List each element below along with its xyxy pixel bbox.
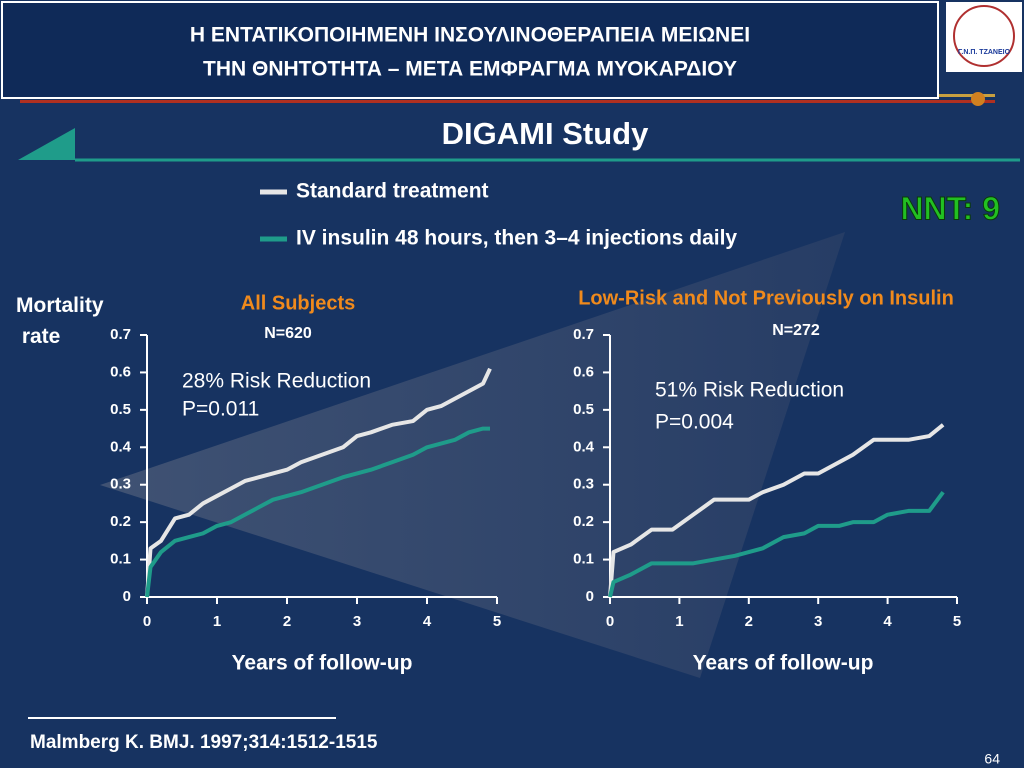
x-tick-label: 0 — [143, 613, 151, 630]
decor-triangle — [100, 232, 845, 678]
x-tick-label: 3 — [353, 613, 361, 630]
annotation: 28% Risk Reduction — [182, 370, 371, 393]
decor-dot — [971, 92, 985, 106]
y-tick-label: 0.5 — [573, 401, 594, 418]
y-tick-label: 0.7 — [110, 326, 131, 343]
annotation: 51% Risk Reduction — [655, 379, 844, 402]
citation: Malmberg K. BMJ. 1997;314:1512-1515 — [30, 732, 378, 753]
n-label: N=272 — [772, 322, 820, 339]
page-number: 64 — [984, 751, 1000, 767]
x-tick-label: 5 — [953, 613, 961, 630]
y-tick-label: 0 — [123, 588, 131, 605]
x-tick-label: 4 — [423, 613, 432, 630]
logo-text: Γ.Ν.Π. ΤΖΑΝΕΙΟ — [958, 49, 1011, 56]
series-line — [608, 423, 945, 598]
legend-label: Standard treatment — [296, 180, 489, 203]
x-tick-label: 2 — [745, 613, 753, 630]
study-title: DIGAMI Study — [442, 116, 649, 151]
x-tick-label: 1 — [213, 613, 221, 630]
x-tick-label: 4 — [883, 613, 892, 630]
y-tick-label: 0 — [586, 588, 594, 605]
x-tick-label: 0 — [606, 613, 614, 630]
y-tick-label: 0.1 — [110, 551, 131, 568]
x-tick-label: 2 — [283, 613, 291, 630]
y-tick-label: 0.6 — [110, 363, 131, 380]
y-tick-label: 0.2 — [110, 513, 131, 530]
series-line — [608, 491, 945, 598]
n-label: N=620 — [264, 325, 312, 342]
x-tick-label: 3 — [814, 613, 822, 630]
y-tick-label: 0.2 — [573, 513, 594, 530]
annotation: P=0.004 — [655, 411, 734, 434]
legend-label: IV insulin 48 hours, then 3–4 injections… — [296, 227, 737, 250]
chart-subtitle: All Subjects — [241, 292, 355, 314]
y-tick-label: 0.4 — [573, 438, 595, 455]
series-line — [145, 367, 492, 598]
decor-stripe — [20, 100, 995, 103]
y-tick-label: 0.3 — [573, 476, 594, 493]
nnt: NNT: 9 — [900, 190, 1000, 226]
y-tick-label: 0.5 — [110, 401, 131, 418]
logo — [953, 5, 1015, 67]
x-tick-label: 5 — [493, 613, 501, 630]
x-axis-label: Years of follow-up — [232, 652, 413, 675]
y-tick-label: 0.7 — [573, 326, 594, 343]
x-axis-label: Years of follow-up — [693, 652, 874, 675]
chart-subtitle: Low-Risk and Not Previously on Insulin — [578, 287, 954, 309]
header-box — [1, 1, 939, 99]
y-tick-label: 0.3 — [110, 476, 131, 493]
series-line — [145, 426, 490, 598]
y-axis-label: Mortality rate — [16, 294, 104, 348]
x-tick-label: 1 — [675, 613, 683, 630]
y-tick-label: 0.6 — [573, 363, 594, 380]
decor-teal — [18, 128, 75, 160]
annotation: P=0.011 — [182, 398, 259, 421]
y-tick-label: 0.1 — [573, 551, 594, 568]
y-tick-label: 0.4 — [110, 438, 132, 455]
logo-box — [946, 2, 1022, 72]
header-title: Η ΕΝΤΑΤΙΚΟΠΟΙΗΜΕΝΗ ΙΝΣΟΥΛΙΝΟΘΕΡΑΠΕΙΑ ΜΕΙ… — [190, 24, 750, 47]
header-title: ΤΗΝ ΘΝΗΤΟΤΗΤΑ – ΜΕΤΑ ΕΜΦΡΑΓΜΑ ΜΥΟΚΑΡΔΙΟΥ — [203, 58, 737, 81]
